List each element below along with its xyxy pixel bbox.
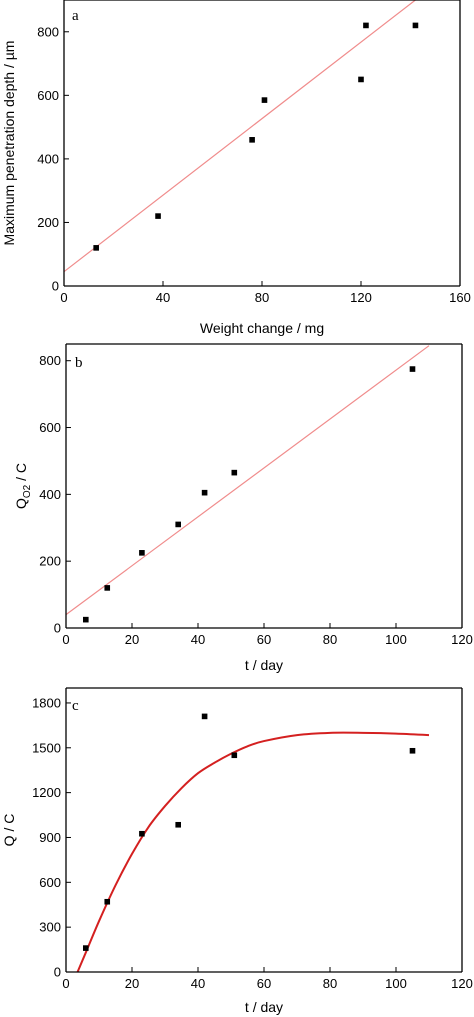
data-point-b-0	[83, 616, 89, 623]
y-tick-label-b-1: 200	[39, 554, 61, 569]
x-tick-label-c-3: 60	[257, 976, 271, 991]
data-point-c-0	[83, 945, 89, 951]
y-tick-label-a-2: 400	[37, 151, 59, 166]
panel-letter-a: a	[72, 8, 79, 24]
fit-curve-c	[76, 731, 430, 973]
data-point-b-5	[231, 469, 238, 476]
x-tick-label-a-2: 80	[255, 290, 269, 305]
y-tick-label-c-3: 900	[39, 830, 61, 845]
data-point-a-4	[358, 76, 364, 83]
y-tick-label-b-4: 800	[39, 353, 61, 368]
x-tick-label-a-0: 0	[60, 290, 67, 305]
y-tick-label-a-0: 0	[52, 279, 59, 294]
data-point-c-4	[201, 713, 208, 720]
y-tick-label-a-3: 600	[37, 88, 59, 103]
x-tick-label-a-3: 120	[350, 290, 372, 305]
y-axis-title-b-rest: / C	[13, 463, 29, 485]
data-point-a-3	[261, 97, 268, 103]
x-tick-label-b-3: 60	[257, 632, 271, 647]
data-point-b-4	[201, 489, 208, 496]
fit-line-a	[63, 0, 416, 273]
y-tick-label-c-4: 1200	[32, 785, 61, 800]
data-points-a	[93, 22, 419, 251]
fit-line-b	[65, 345, 430, 616]
x-tick-label-b-6: 120	[451, 632, 473, 647]
data-point-b-3	[175, 521, 181, 528]
y-tick-label-c-6: 1800	[32, 695, 61, 710]
x-tick-label-c-1: 20	[125, 976, 139, 991]
x-axis-title-b: t / day	[245, 657, 283, 673]
x-tick-label-b-2: 40	[191, 632, 205, 647]
x-tick-label-a-1: 40	[156, 290, 170, 305]
y-tick-label-a-1: 200	[37, 215, 59, 230]
y-tick-label-b-0: 0	[54, 621, 61, 636]
data-point-c-5	[231, 752, 238, 759]
panel-letter-c: c	[72, 698, 79, 714]
y-tick-label-c-2: 600	[39, 875, 61, 890]
chart-panel-b: 0 20 40 60 80 100 120 0 200 400 600 800 b t / day Q…	[13, 343, 473, 673]
y-tick-label-c-1: 300	[39, 920, 61, 935]
x-axis-title-a: Weight change / mg	[200, 320, 324, 336]
y-axis-title-b: QO2 / C	[13, 463, 33, 509]
y-tick-label-c-0: 0	[54, 965, 61, 980]
y-axis-title-b-main: Q	[13, 498, 29, 509]
ticks-a: 0 40 80 120 160 0 200 400 600 800	[37, 24, 471, 305]
data-point-a-2	[249, 137, 255, 143]
data-point-a-1	[155, 213, 161, 219]
data-points-c	[83, 713, 416, 951]
data-point-b-2	[139, 550, 145, 556]
ticks-b: 0 20 40 60 80 100 120 0 200 400 600 800	[39, 353, 473, 647]
x-tick-label-c-4: 80	[323, 976, 337, 991]
data-point-b-1	[104, 585, 111, 591]
data-point-c-3	[175, 821, 181, 828]
y-tick-label-a-4: 800	[37, 24, 59, 39]
x-tick-label-c-6: 120	[451, 976, 473, 991]
y-axis-title-c: Q / C	[1, 814, 17, 847]
y-axis-title-b-sub: O2	[22, 484, 33, 498]
data-point-c-1	[104, 898, 111, 905]
data-point-c-6	[409, 747, 416, 754]
data-point-c-2	[139, 830, 145, 837]
x-tick-label-b-0: 0	[62, 632, 69, 647]
x-tick-label-c-0: 0	[62, 976, 69, 991]
chart-panel-a: 0 40 80 120 160 0 200 400 600 800 a Weight change…	[1, 0, 471, 336]
y-tick-label-c-5: 1500	[32, 740, 61, 755]
data-point-a-6	[412, 22, 419, 29]
x-tick-label-c-5: 100	[385, 976, 407, 991]
data-point-a-0	[93, 245, 99, 251]
data-point-b-6	[409, 366, 416, 372]
x-tick-label-b-4: 80	[323, 632, 337, 647]
y-axis-title-a: Maximum penetration depth / µm	[1, 41, 17, 246]
x-axis-title-c: t / day	[245, 999, 283, 1015]
x-tick-label-b-1: 20	[125, 632, 139, 647]
y-tick-label-b-2: 400	[39, 487, 61, 502]
data-point-a-5	[363, 22, 369, 29]
panel-letter-b: b	[75, 355, 83, 371]
x-tick-label-c-2: 40	[191, 976, 205, 991]
data-points-b	[83, 366, 416, 623]
x-tick-label-a-4: 160	[449, 290, 471, 305]
y-tick-label-b-3: 600	[39, 420, 61, 435]
x-tick-label-b-5: 100	[385, 632, 407, 647]
